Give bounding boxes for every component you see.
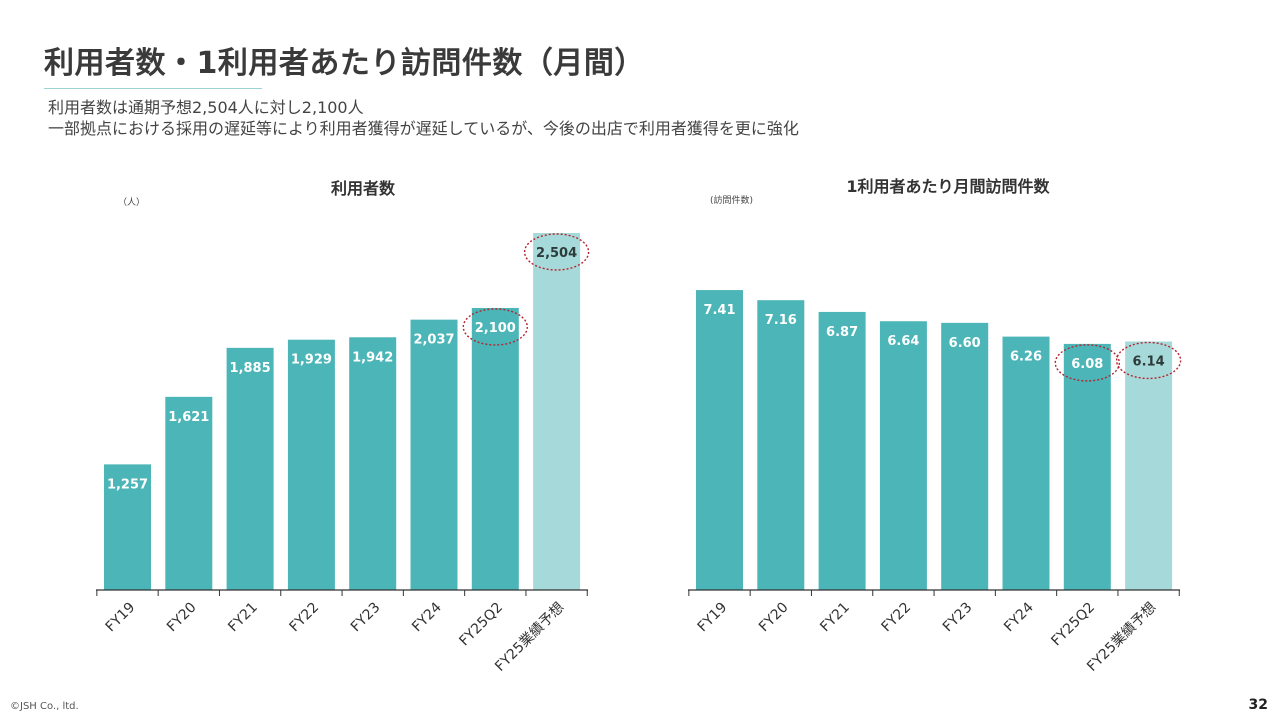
- unit-label: (訪問件数): [710, 194, 753, 206]
- bar: [471, 307, 519, 590]
- x-tick-label: FY20: [756, 600, 792, 636]
- copyright-text: ©JSH Co., ltd.: [10, 701, 79, 712]
- x-tick-label: FY21: [225, 600, 261, 636]
- summary-line-2: 一部拠点における採用の遅延等により利用者獲得が遅延しているが、今後の出店で利用者…: [48, 119, 799, 138]
- x-tick-label: FY20: [164, 600, 200, 636]
- x-tick-label: FY25Q2: [456, 600, 506, 650]
- x-tick-label: FY24: [409, 599, 445, 635]
- x-tick-label: FY19: [695, 600, 731, 636]
- bar: [1063, 343, 1111, 590]
- data-label: 6.08: [1071, 357, 1103, 372]
- data-label: 6.60: [949, 336, 981, 351]
- bar: [879, 321, 927, 590]
- page-number: 32: [1248, 697, 1268, 713]
- unit-label: （人）: [118, 197, 145, 208]
- x-tick-label: FY23: [940, 600, 976, 636]
- data-label: 6.87: [826, 325, 858, 340]
- bar: [104, 464, 151, 590]
- bar: [1002, 336, 1050, 590]
- data-label: 6.64: [887, 334, 919, 349]
- data-label: 7.16: [765, 313, 797, 328]
- x-tick-label: FY24: [1001, 599, 1037, 635]
- data-label: 6.14: [1133, 354, 1165, 369]
- data-label: 1,929: [291, 353, 332, 368]
- bar: [757, 300, 805, 590]
- data-label: 2,504: [536, 246, 577, 261]
- bar: [1125, 341, 1173, 590]
- summary-text: 利用者数は通期予想2,504人に対し2,100人 一部拠点における採用の遅延等に…: [48, 97, 799, 139]
- data-label: 2,037: [413, 333, 454, 348]
- x-tick-label: FY22: [879, 600, 915, 636]
- data-label: 1,885: [230, 361, 271, 376]
- data-label: 1,621: [168, 410, 209, 425]
- bar: [533, 233, 581, 590]
- data-label: 2,100: [475, 321, 516, 336]
- bar: [818, 311, 866, 590]
- highlight-circle: [1115, 341, 1182, 380]
- page-title: 利用者数・1利用者あたり訪問件数（月間）: [44, 46, 645, 81]
- bar: [349, 337, 397, 590]
- chart-title: 利用者数: [331, 179, 396, 198]
- bar: [696, 290, 743, 590]
- title-underline: [44, 88, 262, 89]
- data-label: 6.26: [1010, 350, 1042, 365]
- bar: [941, 322, 989, 590]
- chart-2: 1利用者あたり月間訪問件数 (訪問件数) 7.41 FY19 7.16 FY20 6.87 F…: [688, 177, 1182, 675]
- x-tick-label: FY23: [348, 600, 384, 636]
- bar: [226, 347, 274, 590]
- data-label: 1,257: [107, 477, 148, 492]
- summary-line-1: 利用者数は通期予想2,504人に対し2,100人: [48, 98, 364, 117]
- chart-title: 1利用者あたり月間訪問件数: [846, 177, 1050, 196]
- data-label: 1,942: [352, 350, 393, 365]
- bar: [410, 319, 458, 590]
- highlight-circle: [462, 308, 528, 346]
- x-tick-label: FY19: [103, 600, 139, 636]
- x-tick-label: FY25Q2: [1048, 600, 1098, 650]
- x-tick-label: FY21: [817, 600, 853, 636]
- x-tick-label: FY22: [287, 600, 323, 636]
- chart-1: 利用者数 （人） 1,257 FY19 1,621 FY20 1,885 FY21 1,929 F…: [96, 179, 590, 675]
- highlight-circle: [523, 233, 590, 271]
- bar: [287, 339, 335, 590]
- data-label: 7.41: [703, 303, 735, 318]
- bar: [165, 396, 213, 590]
- highlight-circle: [1054, 344, 1121, 382]
